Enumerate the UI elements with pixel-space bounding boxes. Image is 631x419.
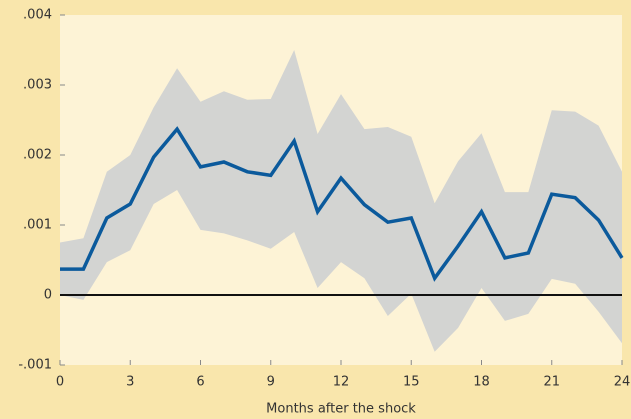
y-tick-label: .004 <box>23 8 52 23</box>
y-tick-label: 0 <box>44 288 52 303</box>
x-tick-label: 24 <box>614 375 631 390</box>
x-tick-label: 3 <box>126 375 134 390</box>
x-tick-label: 21 <box>543 375 560 390</box>
x-tick-label: 6 <box>196 375 204 390</box>
x-tick-label: 12 <box>333 375 350 390</box>
y-tick-label: .001 <box>23 218 52 233</box>
y-tick-label: .003 <box>23 78 52 93</box>
x-tick-label: 0 <box>56 375 64 390</box>
confidence-band <box>60 50 622 352</box>
x-tick-label: 9 <box>267 375 275 390</box>
x-tick-label: 18 <box>473 375 490 390</box>
y-tick-label: -.001 <box>18 358 52 373</box>
x-tick-label: 15 <box>403 375 420 390</box>
y-tick-label: .002 <box>23 148 52 163</box>
response-line <box>60 126 624 282</box>
x-axis-label: Months after the shock <box>266 402 416 417</box>
